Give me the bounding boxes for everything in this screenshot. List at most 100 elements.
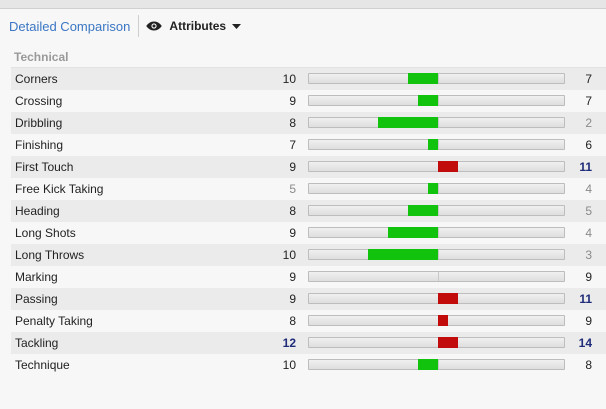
comparison-bar (308, 73, 565, 84)
bar-midline (438, 184, 439, 193)
left-value: 8 (289, 314, 296, 328)
detailed-comparison-tab[interactable]: Detailed Comparison (9, 18, 131, 34)
comparison-bar (308, 293, 565, 304)
right-value: 4 (585, 182, 592, 196)
comparison-bar (308, 249, 565, 260)
attribute-name: Passing (15, 292, 58, 306)
attribute-row: Dribbling 8 2 (11, 112, 606, 134)
attribute-name: Corners (15, 72, 58, 86)
attribute-comparison-list: Corners 10 7 Crossing 9 7 Dribbling 8 2 Finishing… (11, 67, 606, 376)
right-value: 5 (585, 204, 592, 218)
toolbar: Detailed Comparison Attributes (0, 9, 606, 43)
attribute-row: Finishing 7 6 (11, 134, 606, 156)
bar-midline (438, 118, 439, 127)
attributes-dropdown-label: Attributes (169, 19, 227, 33)
attribute-row: Technique 10 8 (11, 354, 606, 376)
comparison-bar (308, 227, 565, 238)
right-value: 14 (578, 336, 592, 350)
attribute-name: Heading (15, 204, 60, 218)
advantage-left-fill (418, 359, 438, 370)
comparison-bar (308, 271, 565, 282)
right-value: 8 (585, 358, 592, 372)
attribute-row: Penalty Taking 8 9 (11, 310, 606, 332)
attribute-name: First Touch (15, 160, 74, 174)
attribute-name: Dribbling (15, 116, 63, 130)
attribute-name: Marking (15, 270, 58, 284)
left-value: 10 (282, 248, 296, 262)
attribute-row: First Touch 9 11 (11, 156, 606, 178)
right-value: 7 (585, 72, 592, 86)
right-value: 11 (579, 160, 592, 174)
left-value: 10 (282, 358, 296, 372)
left-value: 9 (289, 292, 296, 306)
comparison-bar (308, 359, 565, 370)
bar-midline (438, 74, 439, 83)
attribute-row: Free Kick Taking 5 4 (11, 178, 606, 200)
advantage-left-fill (418, 95, 438, 106)
right-value: 4 (585, 226, 592, 240)
right-value: 6 (585, 138, 592, 152)
advantage-left-fill (428, 139, 438, 150)
comparison-bar (308, 117, 565, 128)
attribute-name: Free Kick Taking (15, 182, 104, 196)
attribute-row: Heading 8 5 (11, 200, 606, 222)
bar-midline (438, 228, 439, 237)
attribute-row: Crossing 9 7 (11, 90, 606, 112)
right-value: 7 (585, 94, 592, 108)
advantage-left-fill (428, 183, 438, 194)
comparison-bar (308, 161, 565, 172)
attribute-name: Tackling (15, 336, 59, 350)
eye-icon (146, 21, 163, 31)
advantage-right-fill (438, 337, 458, 348)
section-title: Technical (14, 50, 69, 64)
advantage-left-fill (378, 117, 438, 128)
bar-midline (438, 96, 439, 105)
left-value: 5 (289, 182, 296, 196)
attribute-name: Penalty Taking (15, 314, 93, 328)
attribute-row: Long Shots 9 4 (11, 222, 606, 244)
attribute-row: Long Throws 10 3 (11, 244, 606, 266)
toolbar-divider (138, 15, 140, 37)
chevron-down-icon (232, 23, 242, 29)
bar-midline (438, 272, 439, 281)
attribute-row: Passing 9 11 (11, 288, 606, 310)
bar-midline (438, 360, 439, 369)
bar-midline (438, 250, 439, 259)
advantage-right-fill (438, 161, 458, 172)
bar-midline (438, 206, 439, 215)
comparison-bar (308, 95, 565, 106)
bar-midline (438, 140, 439, 149)
attribute-row: Tackling 12 14 (11, 332, 606, 354)
left-value: 8 (289, 116, 296, 130)
comparison-bar (308, 337, 565, 348)
advantage-left-fill (368, 249, 438, 260)
right-value: 9 (585, 314, 592, 328)
left-value: 9 (289, 94, 296, 108)
left-value: 8 (289, 204, 296, 218)
right-value: 3 (585, 248, 592, 262)
left-value: 10 (282, 72, 296, 86)
left-value: 7 (289, 138, 296, 152)
advantage-left-fill (408, 73, 438, 84)
attribute-row: Corners 10 7 (11, 68, 606, 90)
attribute-row: Marking 9 9 (11, 266, 606, 288)
attribute-name: Finishing (15, 138, 64, 152)
right-value: 11 (579, 292, 592, 306)
right-value: 2 (585, 116, 592, 130)
attributes-dropdown[interactable]: Attributes (146, 19, 242, 33)
advantage-left-fill (408, 205, 438, 216)
comparison-bar (308, 205, 565, 216)
comparison-bar (308, 315, 565, 326)
advantage-left-fill (388, 227, 438, 238)
attribute-name: Crossing (15, 94, 63, 108)
attribute-name: Long Throws (15, 248, 85, 262)
comparison-bar (308, 183, 565, 194)
right-value: 9 (585, 270, 592, 284)
left-value: 9 (289, 226, 296, 240)
attribute-name: Technique (15, 358, 70, 372)
advantage-right-fill (438, 293, 458, 304)
attribute-name: Long Shots (15, 226, 76, 240)
advantage-right-fill (438, 315, 448, 326)
left-value: 12 (282, 336, 296, 350)
left-value: 9 (289, 270, 296, 284)
